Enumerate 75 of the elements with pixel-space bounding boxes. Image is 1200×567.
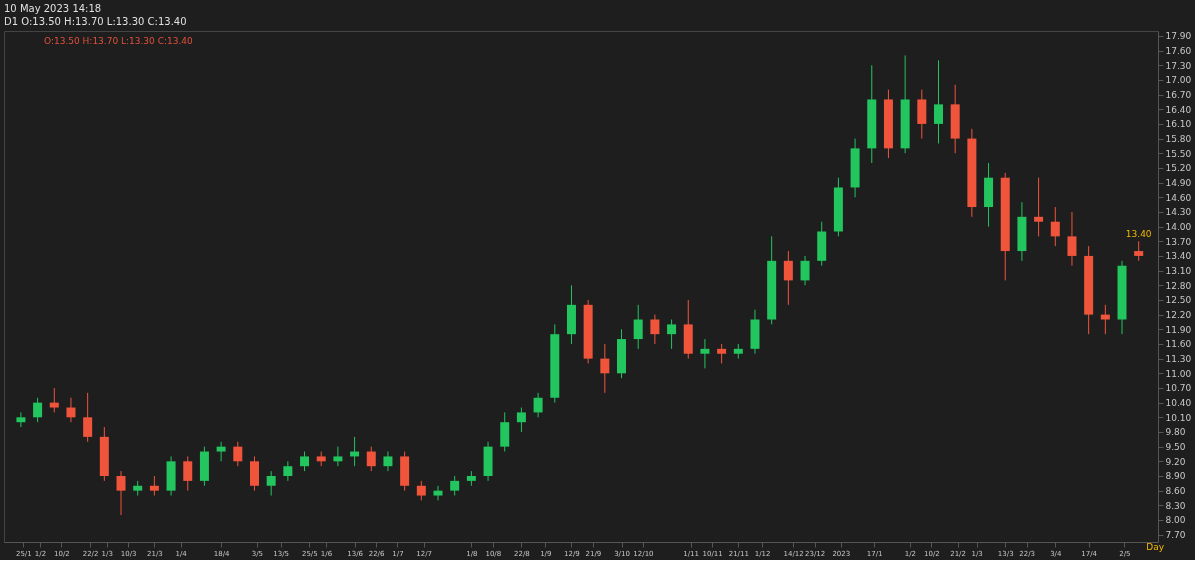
candlestick xyxy=(149,475,159,497)
candlestick xyxy=(600,343,610,394)
candlestick xyxy=(1100,304,1110,335)
y-tick-label: 10.70 xyxy=(1165,383,1192,394)
y-tick-label: 15.50 xyxy=(1165,148,1192,159)
y-tick-label: 11.30 xyxy=(1165,354,1192,365)
y-tick-label: 9.80 xyxy=(1165,427,1186,438)
y-tick-label: 12.80 xyxy=(1165,280,1192,291)
candlestick xyxy=(533,392,543,418)
candlestick xyxy=(216,441,226,462)
candlestick xyxy=(333,446,343,467)
candlestick xyxy=(516,407,526,433)
y-tick-label: 16.70 xyxy=(1165,90,1192,101)
annotation: O:13.50 H:13.70 L:13.30 C:13.40 xyxy=(44,36,194,46)
y-tick-label: 10.40 xyxy=(1165,398,1192,409)
y-tick-label: 14.00 xyxy=(1165,222,1192,233)
y-tick-label: 11.90 xyxy=(1165,324,1192,335)
candlestick xyxy=(366,446,376,472)
chart-title: 10 May 2023 14:18 xyxy=(4,3,102,14)
candlestick xyxy=(1067,211,1077,267)
y-tick-label: 14.60 xyxy=(1165,192,1192,203)
candlestick xyxy=(416,480,426,501)
candlestick xyxy=(783,250,793,306)
y-tick-label: 17.90 xyxy=(1165,31,1192,42)
candlestick xyxy=(16,411,26,428)
candlestick xyxy=(717,343,727,365)
candlestick xyxy=(1034,177,1044,237)
candlestick xyxy=(49,387,59,413)
y-tick-label: 14.90 xyxy=(1165,178,1192,189)
y-tick-label: 17.00 xyxy=(1165,75,1192,86)
y-tick-label: 13.70 xyxy=(1165,236,1192,247)
candlestick xyxy=(83,392,93,443)
candlestick xyxy=(934,59,943,144)
y-tick-label: 9.20 xyxy=(1165,456,1186,467)
candlestick xyxy=(433,485,443,501)
candlestick xyxy=(66,397,76,423)
candlestick xyxy=(266,470,276,497)
candlestick xyxy=(300,451,310,472)
candlestick xyxy=(116,470,126,516)
annotation: 13.40 xyxy=(1125,228,1152,239)
y-tick-label: 8.00 xyxy=(1165,515,1186,526)
y-tick-label: 17.30 xyxy=(1165,60,1192,71)
y-tick-label: 7.70 xyxy=(1165,530,1186,541)
y-tick-label: 15.20 xyxy=(1165,163,1192,174)
candlestick xyxy=(33,397,43,423)
y-tick-label: 13.40 xyxy=(1165,251,1192,262)
y-tick-label: 12.20 xyxy=(1165,310,1192,321)
candlestick xyxy=(650,314,660,345)
candlestick xyxy=(233,441,243,467)
candlestick xyxy=(183,455,193,492)
y-tick-label: 11.00 xyxy=(1165,368,1192,379)
chart-subtitle: D1 O:13.50 H:13.70 L:13.30 C:13.40 xyxy=(4,16,187,27)
y-tick-label: 16.40 xyxy=(1165,104,1192,115)
y-tick-label: 13.10 xyxy=(1165,266,1192,277)
candlestick xyxy=(667,319,677,350)
candlestick xyxy=(283,460,293,482)
y-tick-label: 17.60 xyxy=(1165,46,1192,57)
y-tick-label: 8.60 xyxy=(1165,486,1186,497)
y-tick-label: 12.50 xyxy=(1165,295,1192,306)
y-tick-label: 11.60 xyxy=(1165,339,1192,350)
candlestick xyxy=(450,475,460,497)
annotation: Day xyxy=(1146,542,1165,552)
candlestick xyxy=(700,338,710,369)
candlestick xyxy=(383,451,393,472)
candlestick xyxy=(1050,206,1060,247)
y-tick-label: 8.90 xyxy=(1165,471,1186,482)
y-tick-label: 9.50 xyxy=(1165,442,1186,453)
y-tick-label: 16.10 xyxy=(1165,119,1192,130)
candlestick xyxy=(1134,240,1144,262)
candlestick xyxy=(800,255,810,286)
y-tick-label: 8.30 xyxy=(1165,500,1186,511)
y-tick-label: 15.80 xyxy=(1165,134,1192,145)
candlestick xyxy=(633,304,643,350)
y-tick-label: 10.10 xyxy=(1165,412,1192,423)
y-tick-label: 14.30 xyxy=(1165,207,1192,218)
